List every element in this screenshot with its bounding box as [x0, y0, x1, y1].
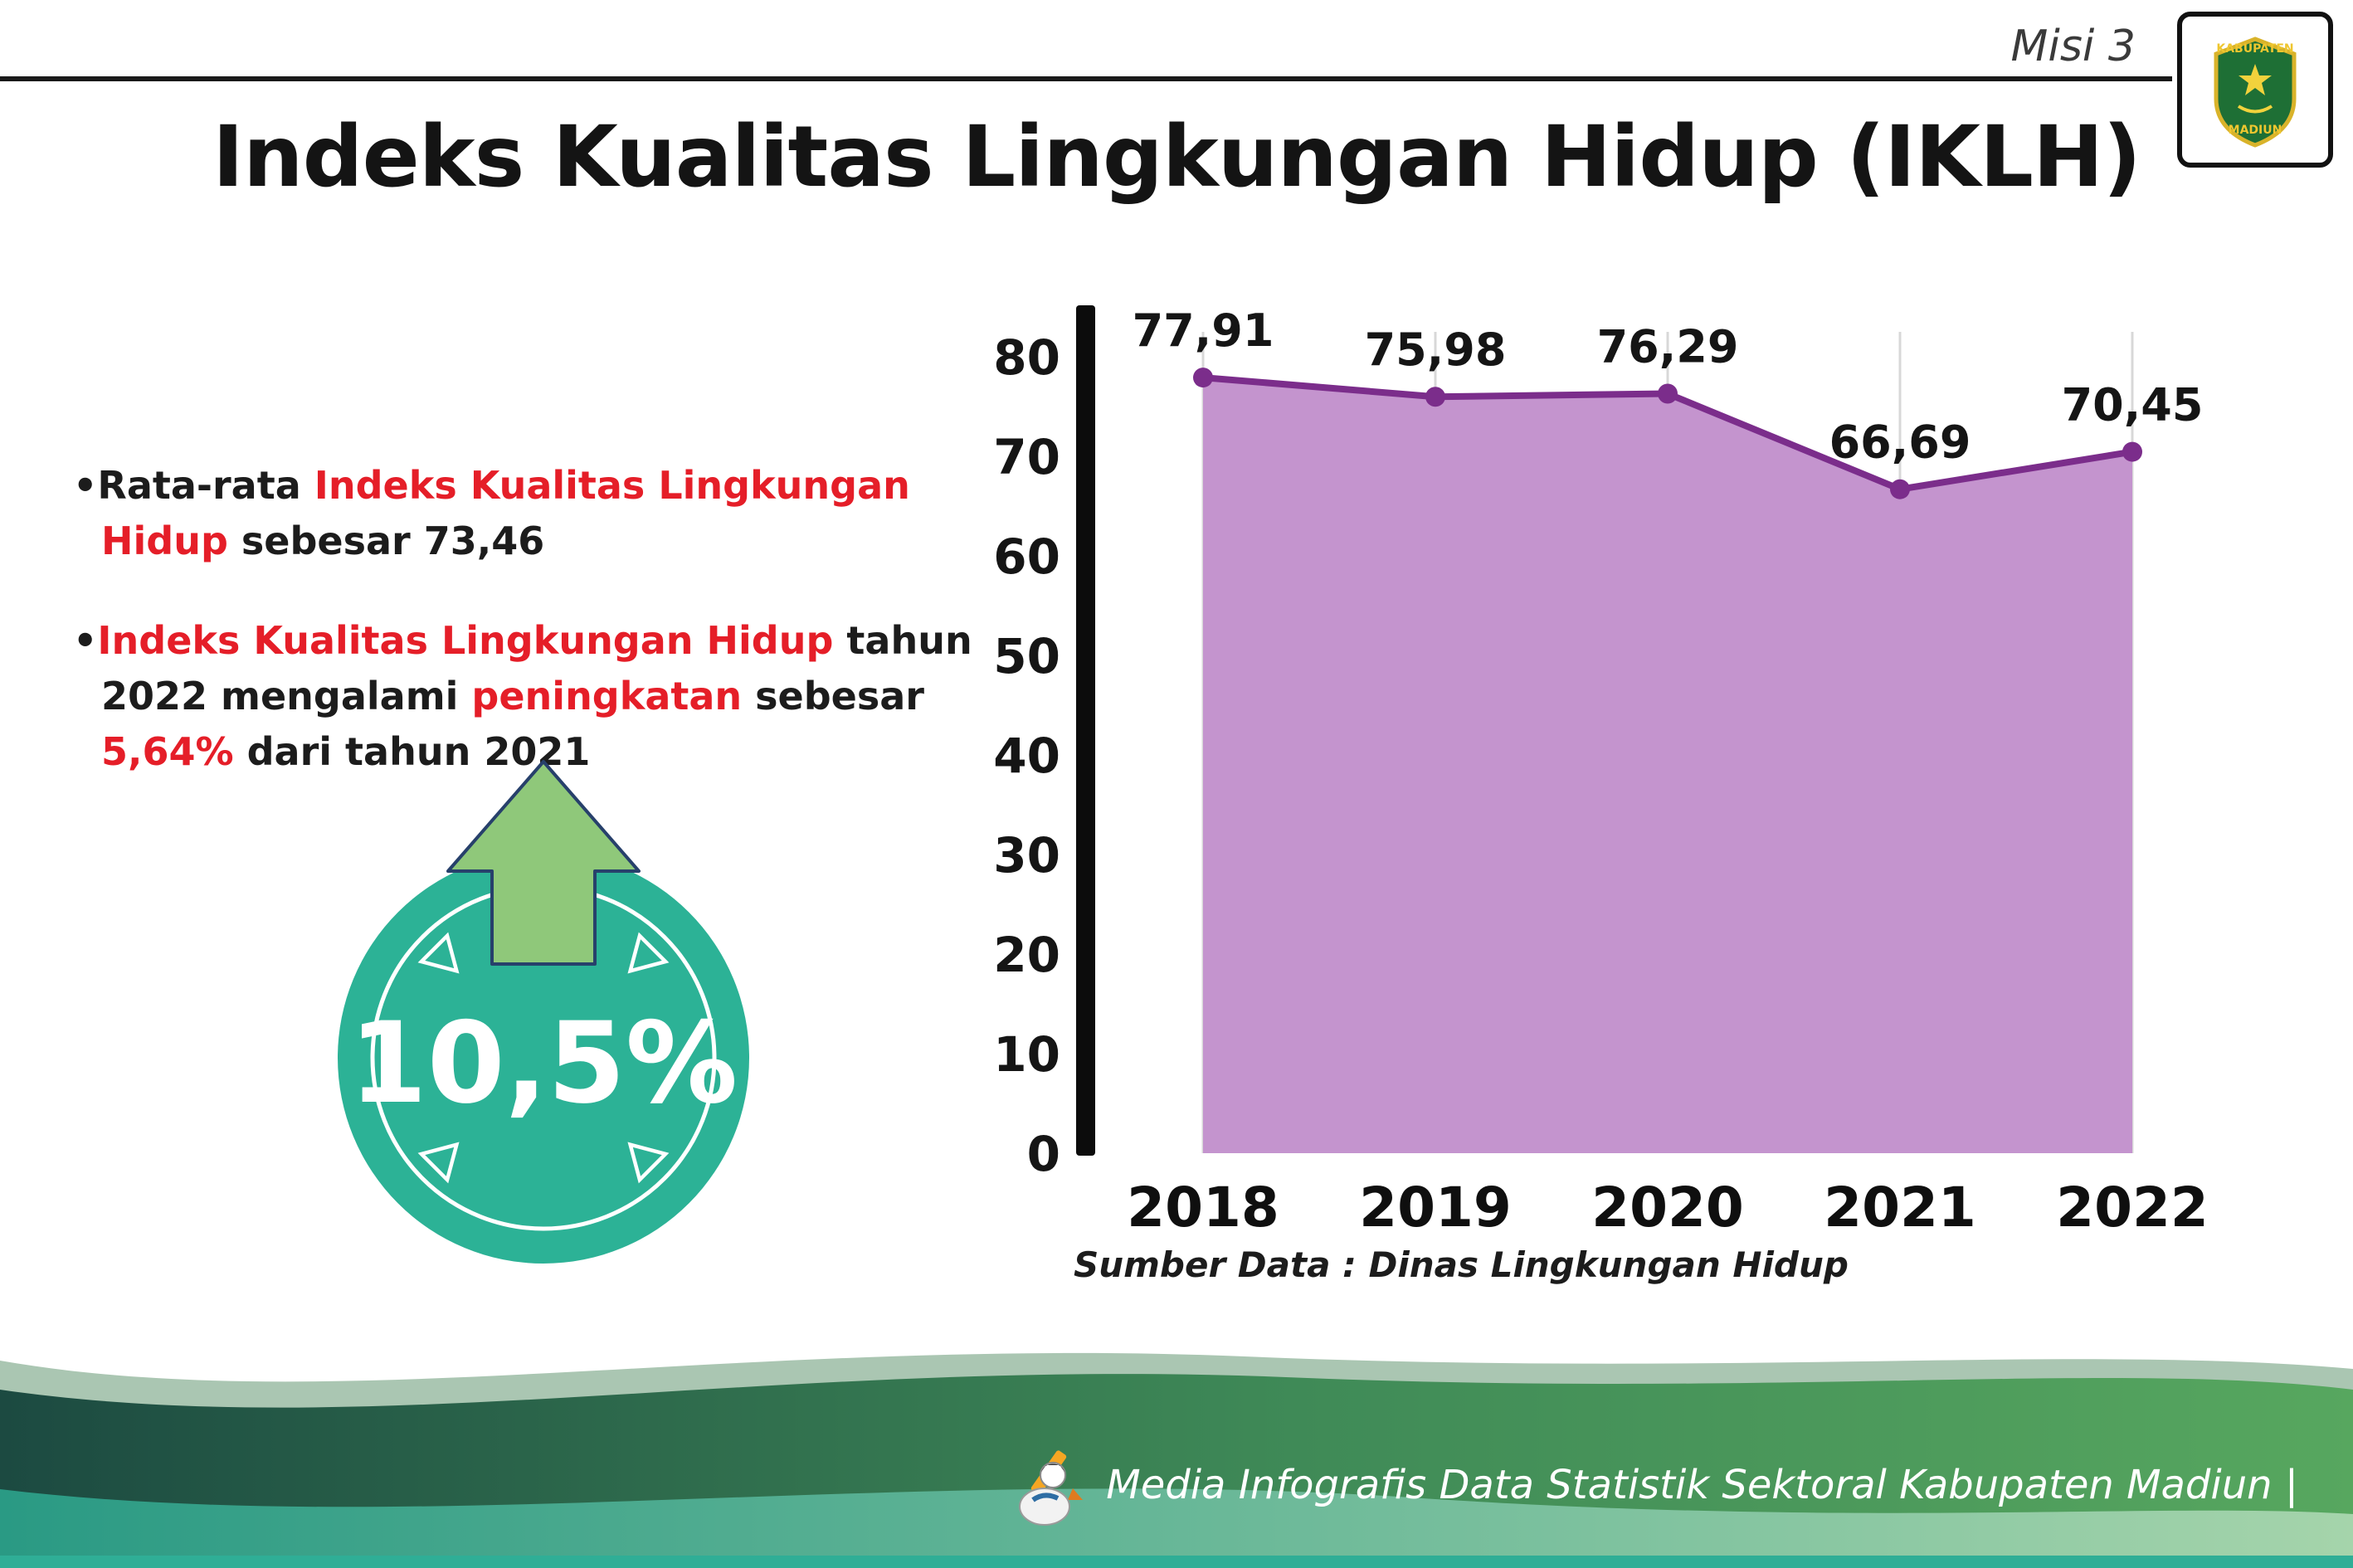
header-rule — [0, 76, 2172, 81]
data-point — [1890, 479, 1910, 499]
kabupaten-madiun-logo: KABUPATEN MADIUN — [2177, 12, 2333, 168]
x-tick-label: 2020 — [1591, 1176, 1744, 1239]
point-label: 76,29 — [1597, 321, 1739, 373]
badge-ring-triangles — [417, 932, 670, 1184]
x-tick-label: 2022 — [2056, 1176, 2209, 1239]
y-tick-label: 0 — [1027, 1126, 1060, 1182]
increase-badge-graphic: 10,5% — [338, 760, 749, 1264]
footer: Media Infografis Data Statistik Sektoral… — [0, 1311, 2353, 1568]
logo-top-text: KABUPATEN — [2216, 42, 2293, 56]
footer-waves — [0, 1352, 2353, 1568]
footer-credit-text: Media Infografis Data Statistik Sektoral… — [1106, 1462, 2298, 1508]
x-tick-label: 2018 — [1127, 1176, 1279, 1239]
iklh-area-chart: 0 10 20 30 40 50 60 70 80 77,91 75,98 76,29 66,69 70,… — [993, 304, 2209, 1239]
crest-icon: KABUPATEN MADIUN — [2214, 37, 2297, 148]
badge-circle — [338, 852, 749, 1264]
data-point — [1425, 387, 1445, 407]
iklh-chart-area: 0 10 20 30 40 50 60 70 80 77,91 75,98 76,29 66,69 70,… — [979, 290, 2273, 1244]
point-label: 75,98 — [1365, 324, 1507, 376]
data-point — [2122, 441, 2142, 462]
misi-label: Misi 3 — [2010, 22, 2136, 71]
data-source-note: Sumber Data : Dinas Lingkungan Hidup — [1074, 1244, 1849, 1285]
bullet-dot: • — [73, 463, 98, 508]
bullet-list: •Rata-rata Indeks Kualitas Lingkungan Hi… — [73, 458, 1011, 779]
y-tick-label: 60 — [993, 528, 1060, 585]
x-tick-label: 2021 — [1824, 1176, 1976, 1239]
data-point — [1658, 383, 1678, 404]
y-tick-label: 80 — [993, 329, 1060, 386]
y-tick-label: 30 — [993, 827, 1060, 884]
footer-credit-row: Media Infografis Data Statistik Sektoral… — [1010, 1442, 2298, 1528]
x-tick-label: 2019 — [1359, 1176, 1512, 1239]
area-fill — [1203, 377, 2132, 1153]
y-tick-label: 10 — [993, 1026, 1060, 1083]
point-label: 70,45 — [2062, 379, 2204, 431]
point-label: 77,91 — [1133, 304, 1274, 357]
bullet-item: •Rata-rata Indeks Kualitas Lingkungan Hi… — [73, 463, 910, 563]
badge-percent: 10,5% — [349, 998, 738, 1128]
y-tick-label: 50 — [993, 628, 1060, 684]
up-arrow-icon — [446, 760, 641, 966]
increase-badge: 10,5% — [319, 747, 767, 1298]
point-label: 66,69 — [1829, 416, 1971, 469]
logo-bottom-text: MADIUN — [2229, 124, 2282, 137]
y-axis-bar — [1076, 305, 1095, 1156]
mascot-icon — [1019, 1450, 1084, 1526]
y-tick-label: 20 — [993, 927, 1060, 983]
bullet-dot: • — [73, 618, 98, 664]
y-tick-label: 40 — [993, 728, 1060, 784]
y-tick-label: 70 — [993, 429, 1060, 485]
bullet-item: •Indeks Kualitas Lingkungan Hidup tahun … — [73, 618, 972, 774]
page-title: Indeks Kualitas Lingkungan Hidup (IKLH) — [212, 108, 2141, 207]
data-point — [1193, 368, 1213, 388]
